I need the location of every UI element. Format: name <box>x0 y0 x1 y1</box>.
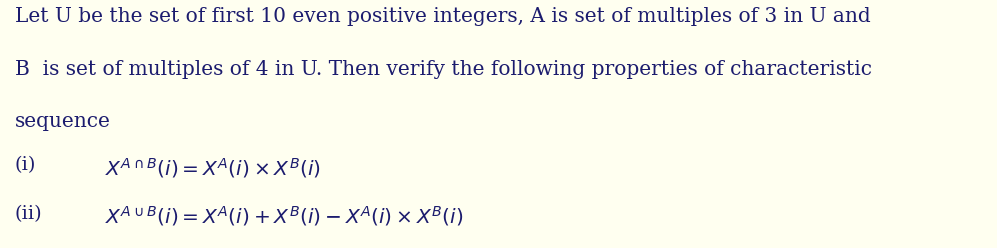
Text: Let U be the set of first 10 even positive integers, A is set of multiples of 3 : Let U be the set of first 10 even positi… <box>15 7 870 27</box>
Text: $X^{A\cap B}(i) = X^{A}(i) \times X^{B}(i)$: $X^{A\cap B}(i) = X^{A}(i) \times X^{B}(… <box>105 156 320 180</box>
Text: $X^{A\cup B}(i) = X^{A}(i) + X^{B}(i) - X^{A}(i) \times X^{B}(i)$: $X^{A\cup B}(i) = X^{A}(i) + X^{B}(i) - … <box>105 205 464 228</box>
Text: (i): (i) <box>15 156 36 174</box>
Text: B  is set of multiples of 4 in U. Then verify the following properties of charac: B is set of multiples of 4 in U. Then ve… <box>15 60 872 79</box>
Text: (ii): (ii) <box>15 205 43 223</box>
Text: sequence: sequence <box>15 112 111 131</box>
